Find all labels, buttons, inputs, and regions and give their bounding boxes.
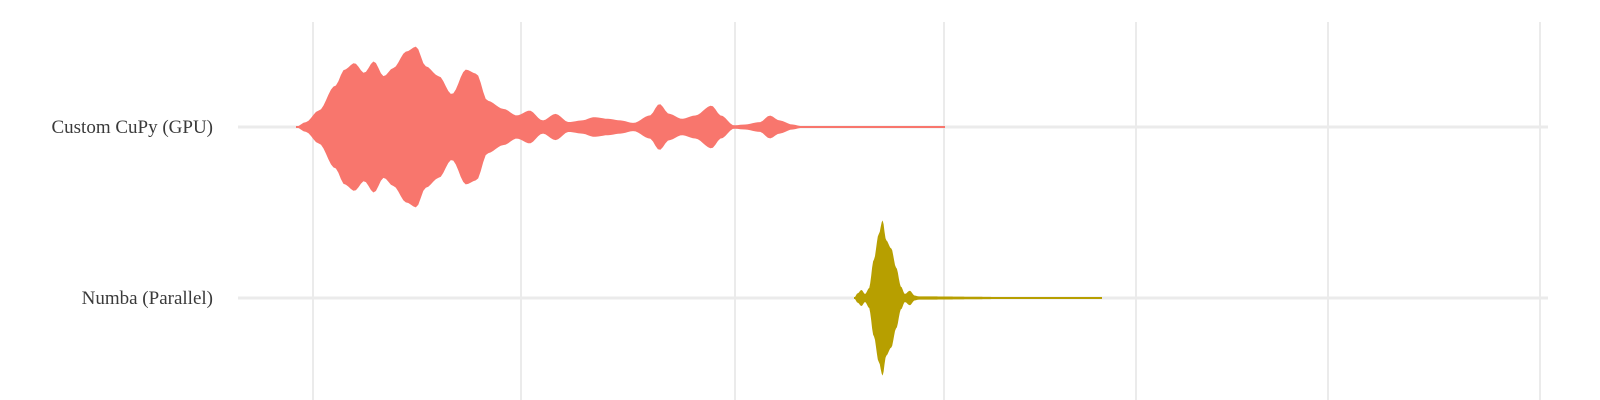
y-tick-label: Custom CuPy (GPU) [51,117,213,138]
violin-custom-cupy-gpu [296,46,945,208]
violin-layer [296,46,1102,376]
violin-numba-parallel [854,220,1102,376]
y-tick-label: Numba (Parallel) [82,288,213,309]
category-label-layer: Custom CuPy (GPU) Numba (Parallel) [51,117,213,309]
